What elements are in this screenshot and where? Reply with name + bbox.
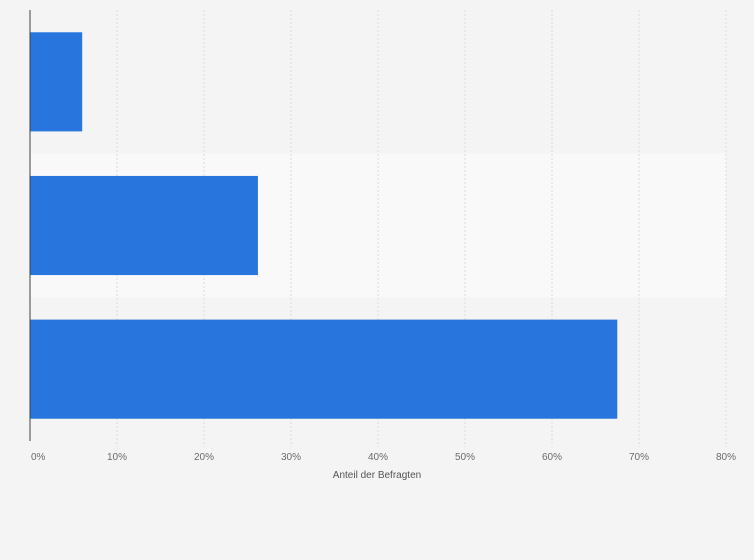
x-tick-label: 50% bbox=[455, 452, 475, 463]
x-tick-label: 10% bbox=[107, 452, 127, 463]
x-tick-label: 80% bbox=[716, 452, 736, 463]
x-tick-label: 60% bbox=[542, 452, 562, 463]
x-tick-label: 70% bbox=[629, 452, 649, 463]
x-tick-labels: 0% 10% 20% 30% 40% 50% 60% 70% 80% bbox=[31, 452, 736, 463]
x-tick-label: 30% bbox=[281, 452, 301, 463]
x-tick-label: 40% bbox=[368, 452, 388, 463]
x-tick-label: 0% bbox=[31, 452, 46, 463]
bar bbox=[30, 175, 258, 276]
x-axis-title: Anteil der Befragten bbox=[333, 470, 421, 481]
bar bbox=[30, 319, 618, 419]
bar bbox=[30, 32, 83, 132]
x-tick-label: 20% bbox=[194, 452, 214, 463]
bars bbox=[30, 32, 618, 419]
